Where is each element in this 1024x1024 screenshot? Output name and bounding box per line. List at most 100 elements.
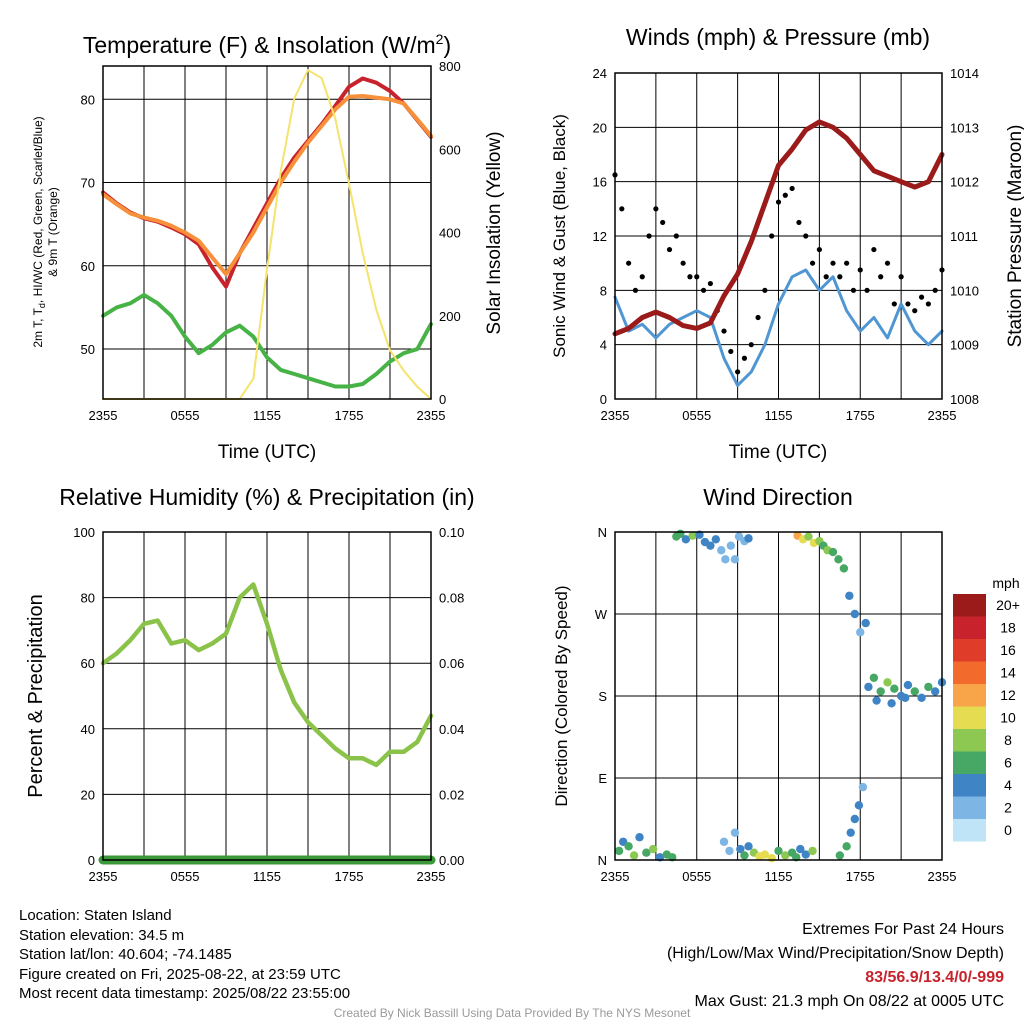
gust-point <box>666 246 673 253</box>
gust-point <box>898 274 904 280</box>
y-tick-label: 12 <box>593 229 607 244</box>
wind-direction-point <box>842 842 851 851</box>
y-axis-label: 2m T, Td, HI/WC (Red, Green, Scarlet/Blu… <box>31 116 47 347</box>
y2-tick-label: 1014 <box>950 66 979 81</box>
x-tick-label: 2355 <box>417 869 446 884</box>
wind-direction-point <box>917 693 926 703</box>
chart-title: Winds (mph) & Pressure (mb) <box>626 24 930 50</box>
gust-point <box>864 287 870 293</box>
gust-point <box>878 274 884 280</box>
gust-point <box>823 274 829 280</box>
y-tick-label: 60 <box>81 656 95 671</box>
gust-point <box>891 301 897 307</box>
gust-point <box>918 294 925 300</box>
plot-frame <box>614 531 943 861</box>
wind-direction-point <box>924 682 933 692</box>
wind-direction-point <box>730 828 740 837</box>
colorbar-swatch <box>953 639 986 662</box>
wind-direction-point <box>887 699 896 708</box>
gust-point <box>844 260 850 266</box>
gust-point <box>694 274 700 280</box>
wind-direction-point <box>835 851 845 860</box>
gust-point <box>912 308 918 314</box>
colorbar-label: 10 <box>1000 710 1016 726</box>
y2-tick-label: 0.02 <box>439 787 464 802</box>
gust-point <box>803 233 809 239</box>
wind-direction-point <box>850 609 859 619</box>
series-line-td <box>101 292 433 389</box>
wind-direction-point <box>744 534 753 543</box>
wind-direction-point <box>730 555 740 564</box>
y2-tick-label: 400 <box>439 226 461 241</box>
chart-title: Relative Humidity (%) & Precipitation (i… <box>59 484 474 510</box>
recent-data-text: Most recent data timestamp: 2025/08/22 2… <box>19 985 351 1002</box>
colorbar-title: mph <box>992 575 1019 591</box>
gust-point <box>728 348 734 355</box>
y2-tick-label: 1013 <box>950 120 979 135</box>
gust-point <box>632 287 639 293</box>
station-info: Location: Staten Island Station elevatio… <box>19 906 350 1004</box>
wind-direction-point <box>760 850 770 859</box>
y2-tick-label: 0 <box>439 392 446 407</box>
gust-point <box>687 274 693 280</box>
colorbar-swatch <box>953 684 986 707</box>
extremes-heading: Extremes For Past 24 Hours <box>802 921 1004 938</box>
x-tick-label: 1755 <box>846 869 875 884</box>
wind-direction-point <box>854 801 864 810</box>
y2-tick-label: 1009 <box>950 338 979 353</box>
colorbar-label: 16 <box>1000 642 1016 658</box>
gust-point <box>626 260 632 266</box>
series-line-sonic-wind <box>613 268 944 387</box>
wind-direction-point <box>890 684 899 693</box>
wind-direction-point <box>901 693 910 703</box>
gust-point <box>748 342 754 348</box>
wind-direction-point <box>629 851 639 860</box>
y-tick-label: 0 <box>88 853 95 868</box>
location-text: Location: Staten Island <box>19 907 172 924</box>
wind-direction-point <box>808 846 817 856</box>
gust-point <box>837 274 843 280</box>
y-axis-label-line2: & 9m T (Orange) <box>46 187 60 277</box>
gust-point <box>721 328 727 334</box>
y2-tick-label: 1010 <box>950 283 979 298</box>
x-tick-label: 2355 <box>601 869 630 884</box>
x-tick-label: 0555 <box>171 869 200 884</box>
colorbar-swatch <box>953 774 986 797</box>
y2-tick-label: 0.06 <box>439 656 464 671</box>
y-axis-label: Sonic Wind & Gust (Blue, Black) <box>550 114 569 358</box>
y-tick-label: 80 <box>81 591 95 606</box>
wind-direction-point <box>930 687 940 696</box>
y2-axis-label: Solar Insolation (Yellow) <box>484 131 505 334</box>
x-tick-label: 1155 <box>253 408 281 423</box>
y-tick-label: 40 <box>81 722 95 737</box>
wind-direction-point <box>624 842 633 851</box>
gust-point <box>932 287 938 293</box>
colorbar-label: 20+ <box>996 597 1020 613</box>
wind-direction-point <box>767 853 776 863</box>
wind-direction-point <box>681 535 691 544</box>
series-line-solar-insolation <box>102 69 432 400</box>
colorbar-label: 14 <box>1000 665 1016 681</box>
colorbar-label: 8 <box>1004 732 1012 748</box>
plot-frame <box>102 531 432 861</box>
gust-point <box>755 314 761 321</box>
series-line-relative-humidity <box>100 582 434 768</box>
gust-point <box>905 301 911 307</box>
gust-point <box>680 260 686 266</box>
wind-direction-point <box>850 814 859 824</box>
wind-direction-point <box>804 532 813 541</box>
wind-direction-point <box>648 844 658 854</box>
wind-direction-point <box>744 842 753 851</box>
wind-direction-point <box>828 547 838 557</box>
y-tick-label: N <box>598 853 607 868</box>
y2-tick-label: 0.00 <box>439 853 464 868</box>
colorbar-swatch <box>953 594 986 617</box>
gust-point <box>735 369 741 375</box>
wind-direction-point <box>711 535 721 544</box>
y-tick-label: 50 <box>81 342 95 357</box>
wind-direction-point <box>861 618 870 628</box>
wind-direction-point <box>725 846 734 856</box>
y-tick-label: 70 <box>81 176 95 191</box>
gust-point <box>830 260 836 266</box>
y-tick-label: N <box>598 525 607 540</box>
